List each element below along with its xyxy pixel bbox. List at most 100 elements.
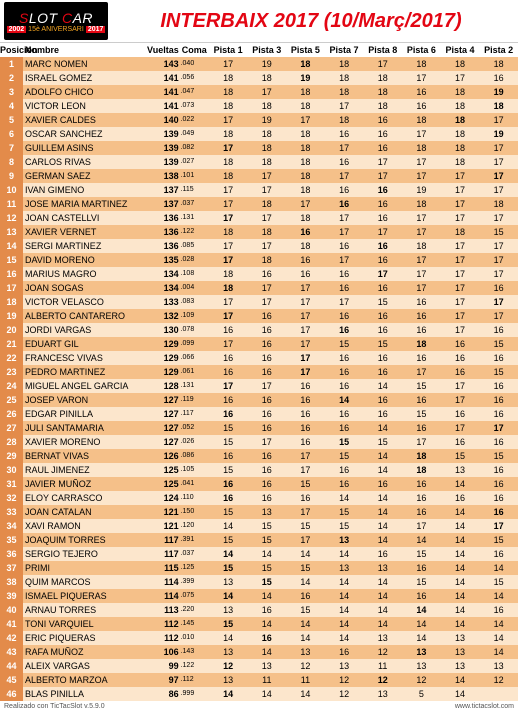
cell-nombre: MIGUEL ANGEL GARCIA: [23, 379, 146, 393]
cell-pista: 16: [363, 351, 402, 365]
cell-pista: 14: [441, 673, 480, 687]
cell-pista: 16: [325, 267, 364, 281]
cell-pos: 4: [0, 99, 23, 113]
table-row: 23PEDRO MARTINEZ129.0611616171616171615: [0, 365, 518, 379]
cell-pos: 17: [0, 281, 23, 295]
cell-pista: 16: [209, 407, 248, 421]
cell-pista: 18: [441, 155, 480, 169]
cell-pista: 16: [325, 351, 364, 365]
cell-vueltas: 136: [146, 225, 179, 239]
cell-pista: 14: [325, 491, 364, 505]
cell-pista: 17: [209, 309, 248, 323]
cell-pos: 34: [0, 519, 23, 533]
cell-vueltas: 126: [146, 449, 179, 463]
col-pista1: Pista 1: [209, 43, 248, 57]
table-row: 39ISMAEL PIQUERAS114.0751414161414161414: [0, 589, 518, 603]
cell-pista: 13: [209, 673, 248, 687]
cell-vueltas: 143: [146, 57, 179, 71]
cell-pos: 40: [0, 603, 23, 617]
cell-pista: 13: [209, 645, 248, 659]
cell-pista: 17: [441, 239, 480, 253]
cell-pista: 16: [286, 407, 325, 421]
cell-pista: 16: [402, 85, 441, 99]
cell-pista: 12: [479, 673, 518, 687]
cell-pista: 16: [479, 603, 518, 617]
cell-pista: 17: [286, 309, 325, 323]
cell-pista: 17: [441, 71, 480, 85]
cell-pista: 14: [286, 547, 325, 561]
cell-vueltas: 117: [146, 533, 179, 547]
cell-nombre: JOAN CASTELLVI: [23, 211, 146, 225]
cell-pista: 17: [402, 225, 441, 239]
cell-pista: 15: [363, 435, 402, 449]
cell-pista: 16: [209, 491, 248, 505]
cell-pista: 14: [363, 463, 402, 477]
cell-pista: 16: [363, 239, 402, 253]
table-row: 21EDUART GIL129.0991716171515181615: [0, 337, 518, 351]
cell-pista: 18: [325, 71, 364, 85]
cell-pista: 16: [363, 183, 402, 197]
table-row: 12JOAN CASTELLVI136.1311717181716171717: [0, 211, 518, 225]
cell-pista: 16: [441, 435, 480, 449]
cell-coma: .061: [180, 365, 209, 379]
cell-pista: 16: [286, 379, 325, 393]
cell-pista: 15: [286, 561, 325, 575]
cell-vueltas: 112: [146, 631, 179, 645]
table-row: 43RAFA MUÑOZ106.1431314131612131314: [0, 645, 518, 659]
cell-pista: 12: [325, 673, 364, 687]
cell-pista: 17: [479, 155, 518, 169]
cell-pista: 11: [363, 659, 402, 673]
footer-software: Realizado con TicTacSlot v.5.9.0: [4, 703, 105, 710]
cell-pista: 17: [479, 239, 518, 253]
cell-pista: 18: [402, 463, 441, 477]
cell-coma: .052: [180, 421, 209, 435]
cell-pista: 17: [441, 379, 480, 393]
cell-pista: 16: [363, 127, 402, 141]
cell-vueltas: 141: [146, 85, 179, 99]
cell-pista: 15: [209, 617, 248, 631]
cell-pista: 12: [325, 687, 364, 701]
cell-pos: 31: [0, 477, 23, 491]
table-row: 3ADOLFO CHICO141.0471817181818161819: [0, 85, 518, 99]
cell-pista: 14: [363, 449, 402, 463]
cell-nombre: CARLOS RIVAS: [23, 155, 146, 169]
cell-pista: 17: [441, 253, 480, 267]
cell-pista: 19: [402, 183, 441, 197]
cell-pista: 18: [247, 99, 286, 113]
cell-vueltas: 134: [146, 281, 179, 295]
col-pista8: Pista 8: [363, 43, 402, 57]
cell-pista: 18: [441, 85, 480, 99]
cell-pos: 11: [0, 197, 23, 211]
cell-nombre: BERNAT VIVAS: [23, 449, 146, 463]
cell-pista: 12: [209, 659, 248, 673]
cell-vueltas: 139: [146, 155, 179, 169]
cell-coma: .041: [180, 477, 209, 491]
cell-pista: 16: [286, 267, 325, 281]
cell-pista: 17: [209, 337, 248, 351]
cell-pista: 16: [402, 323, 441, 337]
table-row: 30RAUL JIMENEZ125.1051516171614181316: [0, 463, 518, 477]
cell-vueltas: 141: [146, 71, 179, 85]
cell-pista: 16: [363, 309, 402, 323]
cell-pista: 13: [286, 645, 325, 659]
cell-vueltas: 97: [146, 673, 179, 687]
cell-vueltas: 125: [146, 477, 179, 491]
cell-pista: 16: [247, 407, 286, 421]
cell-pista: 17: [441, 295, 480, 309]
cell-coma: .399: [180, 575, 209, 589]
cell-pista: 17: [247, 295, 286, 309]
table-row: 13XAVIER VERNET136.1221818161717171815: [0, 225, 518, 239]
cell-coma: .099: [180, 337, 209, 351]
cell-nombre: EDUART GIL: [23, 337, 146, 351]
cell-pista: 14: [247, 617, 286, 631]
cell-pista: 13: [402, 659, 441, 673]
cell-pista: 16: [479, 71, 518, 85]
cell-pista: 17: [402, 155, 441, 169]
cell-coma: .999: [180, 687, 209, 701]
table-row: 41TONI VARQUIEL112.1451514141414141414: [0, 617, 518, 631]
table-row: 35JOAQUIM TORRES117.3911515171314141415: [0, 533, 518, 547]
cell-pista: 17: [209, 113, 248, 127]
cell-pista: 14: [363, 533, 402, 547]
cell-coma: .105: [180, 463, 209, 477]
cell-pista: 14: [479, 645, 518, 659]
